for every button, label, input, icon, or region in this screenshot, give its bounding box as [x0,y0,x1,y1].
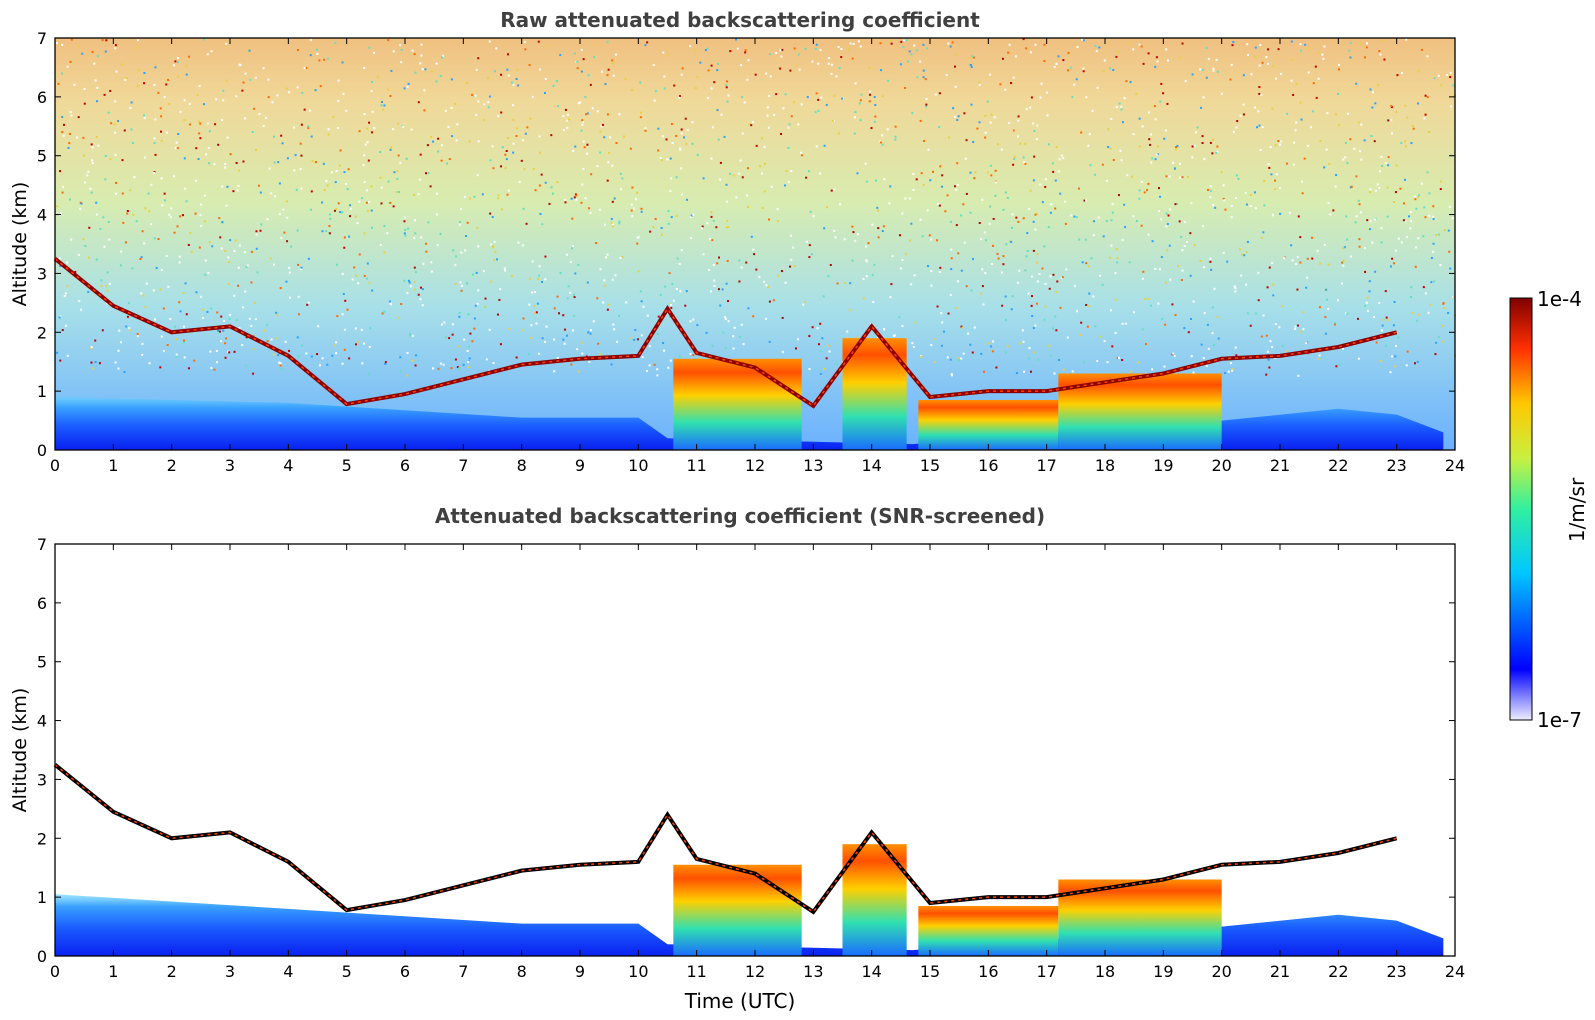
panel-raw: Raw attenuated backscattering coefficien… [9,8,1465,475]
x-tick-label: 24 [1445,456,1465,475]
x-tick-label: 11 [686,962,706,981]
colorbar-max-label: 1e-4 [1537,287,1582,311]
chart-title-raw: Raw attenuated backscattering coefficien… [500,8,980,32]
y-tick-label: 1 [37,382,47,401]
colorbar-unit-label: 1/m/sr [1565,477,1589,542]
x-tick-label: 21 [1270,456,1290,475]
x-tick-label: 6 [400,962,410,981]
colorbar: 1e-4 1e-7 1/m/sr [1509,287,1589,732]
y-tick-label: 7 [37,535,47,554]
x-tick-label: 15 [920,962,940,981]
x-tick-label: 6 [400,456,410,475]
x-tick-label: 4 [283,456,293,475]
x-tick-label: 1 [108,962,118,981]
x-tick-label: 7 [458,962,468,981]
x-tick-label: 17 [1036,456,1056,475]
x-tick-label: 18 [1095,456,1115,475]
x-tick-label: 14 [861,456,881,475]
x-tick-label: 22 [1328,962,1348,981]
x-tick-label: 15 [920,456,940,475]
y-tick-label: 0 [37,947,47,966]
x-tick-label: 0 [50,456,60,475]
layer-top-highlight [54,764,1397,913]
aerosol-plume-0 [673,864,802,956]
x-tick-label: 23 [1386,962,1406,981]
x-tick-label: 18 [1095,962,1115,981]
plot-area-snr-screened [53,544,1455,956]
x-tick-label: 17 [1036,962,1056,981]
x-tick-label: 22 [1328,456,1348,475]
x-tick-label: 16 [978,456,998,475]
x-tick-label: 20 [1211,456,1231,475]
y-tick-label: 4 [37,712,47,731]
x-tick-label: 2 [167,962,177,981]
y-axis-label-snr-screened: Altitude (km) [9,688,31,813]
aerosol-plume-2 [918,905,1059,956]
y-tick-label: 3 [37,264,47,283]
colorbar-gradient [1509,297,1533,721]
x-axis-label-time: Time (UTC) [684,989,796,1013]
x-tick-label: 11 [686,456,706,475]
x-tick-label: 2 [167,456,177,475]
x-tick-label: 14 [861,962,881,981]
x-tick-label: 0 [50,962,60,981]
x-tick-label: 24 [1445,962,1465,981]
y-tick-label: 3 [37,770,47,789]
x-tick-label: 10 [628,962,648,981]
y-tick-label: 2 [37,323,47,342]
aerosol-plume-0 [673,358,802,450]
x-tick-label: 10 [628,456,648,475]
x-tick-label: 23 [1386,456,1406,475]
layer-top-highlight [54,258,1397,407]
y-tick-label: 5 [37,653,47,672]
y-tick-label: 0 [37,441,47,460]
noise-speckle [55,38,1457,377]
x-tick-label: 3 [225,456,235,475]
x-tick-label: 5 [342,962,352,981]
x-tick-label: 8 [517,962,527,981]
panel-snr-screened: Attenuated backscattering coefficient (S… [9,504,1465,1013]
x-tick-label: 16 [978,962,998,981]
x-tick-label: 8 [517,456,527,475]
y-tick-label: 2 [37,829,47,848]
x-tick-label: 13 [803,962,823,981]
colorbar-min-label: 1e-7 [1537,708,1582,732]
axes-raw: 0 1 2 3 4 5 6 7 8 9 10 11 12 13 14 15 16 17 18 19 20 21 22 23 24… [37,29,1465,475]
x-tick-label: 7 [458,456,468,475]
y-tick-label: 4 [37,206,47,225]
plot-area-raw [53,38,1457,450]
x-tick-label: 19 [1153,456,1173,475]
y-axis-label-raw: Altitude (km) [9,182,31,307]
x-tick-label: 20 [1211,962,1231,981]
x-tick-label: 19 [1153,962,1173,981]
y-tick-label: 7 [37,29,47,48]
x-tick-label: 5 [342,456,352,475]
x-tick-label: 13 [803,456,823,475]
y-tick-label: 6 [37,88,47,107]
x-tick-label: 9 [575,456,585,475]
y-tick-label: 5 [37,147,47,166]
axes-snr-screened: 0 1 2 3 4 5 6 7 8 9 10 11 12 13 14 15 16 17 18 19 20 21 22 23 24… [37,535,1465,981]
x-tick-label: 4 [283,962,293,981]
aerosol-plume-2 [918,399,1059,450]
x-tick-label: 3 [225,962,235,981]
chart-title-snr-screened: Attenuated backscattering coefficient (S… [435,504,1045,528]
y-tick-label: 1 [37,888,47,907]
x-tick-label: 9 [575,962,585,981]
x-tick-label: 12 [745,962,765,981]
x-tick-label: 1 [108,456,118,475]
x-tick-label: 21 [1270,962,1290,981]
x-tick-label: 12 [745,456,765,475]
y-tick-label: 6 [37,594,47,613]
